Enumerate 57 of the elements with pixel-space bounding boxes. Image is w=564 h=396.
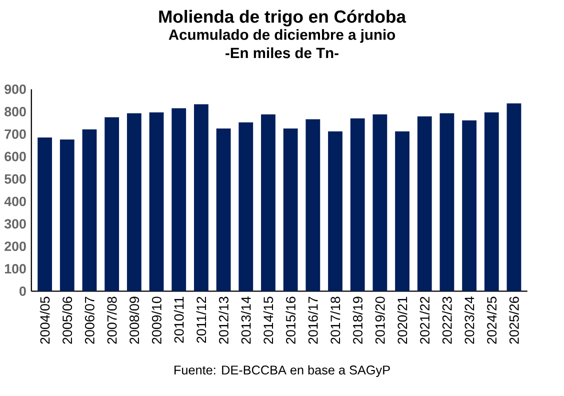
y-tick-label: 100 xyxy=(4,264,26,274)
x-tick-label: 2017/18 xyxy=(330,296,340,344)
x-tick-label: 2018/19 xyxy=(352,296,362,344)
chart-subtitle: Acumulado de diciembre a junio -En miles de Tn- xyxy=(168,29,396,58)
x-tick-label: 2007/08 xyxy=(106,296,117,344)
bar xyxy=(104,117,120,292)
bar xyxy=(194,104,208,292)
x-tick-label: 2015/16 xyxy=(286,296,296,344)
x-tick-label: 2009/10 xyxy=(152,296,162,344)
source-note: Fuente: DE-BCCBA en base a SAGyP xyxy=(174,365,390,378)
bar xyxy=(172,108,186,292)
bar xyxy=(484,112,499,292)
x-tick-label: 2005/06 xyxy=(62,296,72,344)
x-tick-label: 2006/07 xyxy=(84,296,94,344)
bar xyxy=(328,131,342,292)
y-tick-label: 200 xyxy=(4,242,26,252)
bar xyxy=(283,128,298,292)
x-tick-label: 2021/22 xyxy=(420,296,430,344)
bar xyxy=(306,119,320,292)
y-tick-label: 300 xyxy=(4,219,26,229)
x-tick-label: 2004/05 xyxy=(40,296,50,344)
bar xyxy=(372,114,388,292)
bar xyxy=(395,131,410,292)
x-tick-label: 2011/12 xyxy=(196,296,206,343)
bar xyxy=(350,118,365,292)
x-tick-label: 2024/25 xyxy=(486,296,497,344)
bar xyxy=(417,116,432,292)
bar xyxy=(440,113,454,292)
y-tick-label: 700 xyxy=(4,129,26,139)
x-tick-label: 2013/14 xyxy=(240,296,251,344)
y-tick-label: 900 xyxy=(4,84,26,94)
x-tick-label: 2023/24 xyxy=(464,296,474,344)
x-tick-label: 2020/21 xyxy=(397,296,408,344)
y-tick-label: 0 xyxy=(20,286,26,296)
bar xyxy=(261,114,276,292)
x-tick-label: 2008/09 xyxy=(129,296,140,344)
y-tick-label: 400 xyxy=(4,196,26,206)
bar xyxy=(216,128,231,292)
bar xyxy=(82,129,97,292)
chart-title: Molienda de trigo en Córdoba xyxy=(159,10,406,26)
y-tick-label: 500 xyxy=(4,174,26,184)
x-tick-label: 2016/17 xyxy=(308,296,318,344)
bar xyxy=(238,122,254,292)
bar xyxy=(38,137,52,292)
x-tick-label: 2014/15 xyxy=(263,296,274,344)
y-tick-label: 600 xyxy=(4,152,26,162)
x-tick-label: 2019/20 xyxy=(375,296,385,344)
bar xyxy=(149,112,164,292)
x-tick-label: 2022/23 xyxy=(442,296,452,344)
x-tick-label: 2010/11 xyxy=(174,296,184,343)
bar xyxy=(462,120,476,292)
bar xyxy=(126,113,142,292)
x-tick-label: 2012/13 xyxy=(218,296,228,344)
bar xyxy=(506,103,522,292)
y-tick-label: 800 xyxy=(4,106,26,116)
x-tick-label: 2025/26 xyxy=(509,296,519,344)
bar xyxy=(60,139,74,292)
